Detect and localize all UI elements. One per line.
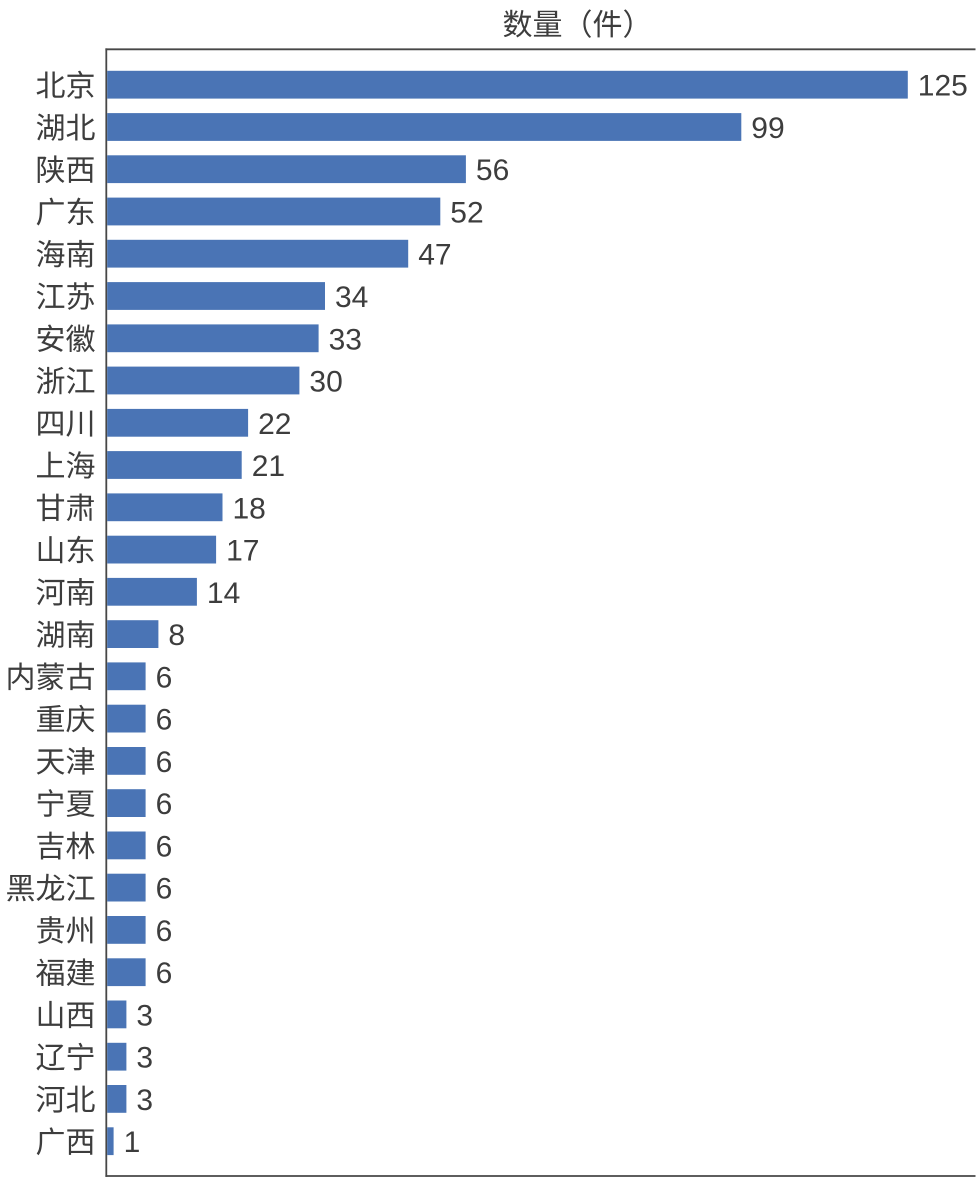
svg-text:8: 8 [168, 619, 185, 652]
svg-text:56: 56 [476, 154, 509, 187]
svg-text:6: 6 [156, 873, 173, 906]
svg-text:21: 21 [252, 450, 285, 483]
svg-text:30: 30 [309, 366, 342, 399]
svg-text:6: 6 [156, 661, 173, 694]
svg-text:3: 3 [136, 1042, 153, 1075]
svg-text:6: 6 [156, 704, 173, 737]
svg-text:34: 34 [335, 281, 368, 314]
svg-text:6: 6 [156, 915, 173, 948]
svg-text:22: 22 [258, 408, 291, 441]
svg-text:6: 6 [156, 957, 173, 990]
svg-text:52: 52 [450, 197, 483, 230]
svg-text:125: 125 [918, 70, 968, 103]
svg-text:6: 6 [156, 830, 173, 863]
svg-text:6: 6 [156, 746, 173, 779]
svg-text:33: 33 [329, 323, 362, 356]
svg-text:18: 18 [233, 492, 266, 525]
svg-text:17: 17 [226, 535, 259, 568]
svg-text:3: 3 [136, 1084, 153, 1117]
svg-text:6: 6 [156, 788, 173, 821]
svg-text:14: 14 [207, 577, 240, 610]
svg-text:3: 3 [136, 999, 153, 1032]
svg-text:1: 1 [124, 1126, 141, 1159]
svg-text:47: 47 [418, 239, 451, 272]
svg-text:99: 99 [751, 112, 784, 145]
